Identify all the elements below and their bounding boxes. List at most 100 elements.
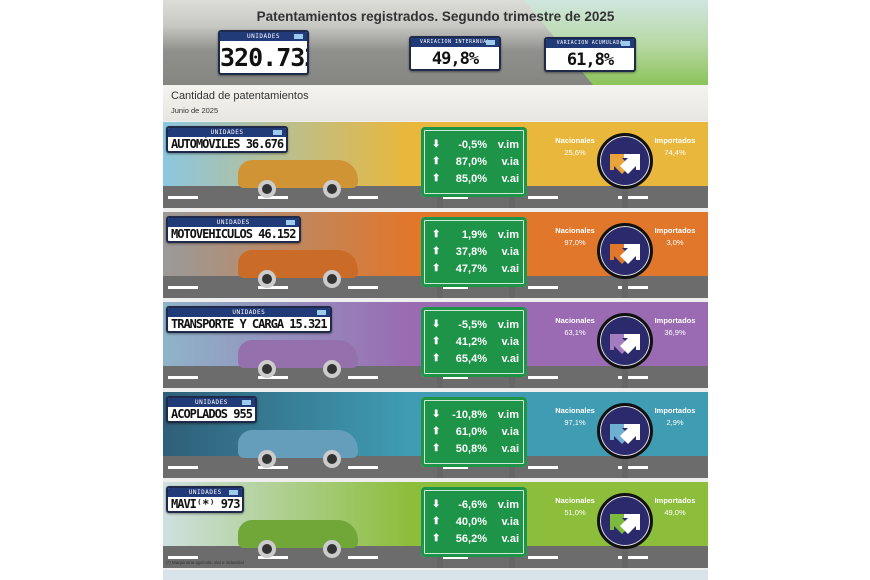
- nacionales-share: Nacionales 63,1%: [555, 316, 595, 337]
- variation-label: v.im: [497, 139, 519, 151]
- sign-post: [437, 372, 443, 388]
- split-arrows-icon: [610, 424, 640, 444]
- sign-post: [437, 462, 443, 478]
- importados-share: Importados 3,0%: [654, 226, 696, 247]
- origin-split-sign: [597, 313, 653, 369]
- variation-vim: ⬇ -0,5% v.im: [421, 139, 527, 155]
- origin-split-sign: [597, 133, 653, 189]
- variation-value: 47,7%: [455, 263, 487, 275]
- road: [163, 366, 708, 388]
- variation-label: v.im: [497, 229, 519, 241]
- variation-vim: ⬇ -6,6% v.im: [421, 499, 527, 515]
- arrow-up-icon: ⬆: [432, 516, 441, 527]
- lane-marking: [618, 376, 648, 379]
- vehicle-illustration: [238, 250, 358, 278]
- origin-split-sign: [597, 493, 653, 549]
- variation-label: v.ai: [501, 443, 519, 455]
- arrow-up-icon: ⬆: [432, 156, 441, 167]
- wheel: [258, 540, 276, 558]
- split-arrows-icon: [610, 154, 640, 174]
- row-acoplados: UNIDADES ACOPLADOS 955 ⬇ -10,8% v.im ⬆ 6…: [163, 392, 708, 478]
- sign-post: [622, 454, 628, 478]
- importados-share: Importados 49,0%: [654, 496, 696, 517]
- lane-marking: [258, 196, 288, 199]
- plate-label: UNIDADES: [220, 32, 307, 41]
- variation-via: ⬆ 61,0% v.ia: [421, 426, 527, 442]
- arrow-up-icon: ⬆: [432, 246, 441, 257]
- category-plate: UNIDADES MAVI⁽*⁾ 973: [166, 486, 245, 513]
- arrow-down-icon: ⬇: [432, 319, 441, 330]
- lane-marking: [618, 556, 648, 559]
- lane-marking: [168, 196, 198, 199]
- wheel: [258, 360, 276, 378]
- nacionales-share: Nacionales 25,6%: [555, 136, 595, 157]
- sign-post: [622, 364, 628, 388]
- lane-marking: [438, 376, 468, 379]
- arrow-up-icon: ⬆: [432, 533, 441, 544]
- variation-value: 41,2%: [455, 336, 487, 348]
- variation-vai: ⬆ 47,7% v.ai: [421, 263, 527, 279]
- variation-label: v.ia: [501, 156, 519, 168]
- vehicle-illustration: [238, 430, 358, 458]
- category-value: TRANSPORTE Y CARGA 15.321: [171, 317, 328, 331]
- variation-vai: ⬆ 65,4% v.ai: [421, 353, 527, 369]
- importados-share: Importados 2,9%: [654, 406, 696, 427]
- vehicle-illustration: [238, 520, 358, 548]
- variation-label: v.ai: [501, 353, 519, 365]
- arrow-up-icon: ⬆: [432, 353, 441, 364]
- category-value: ACOPLADOS 955: [171, 407, 253, 421]
- wheel: [323, 270, 341, 288]
- cumulative-plate: VARIACION ACUMULADA 61,8%: [544, 37, 636, 72]
- sign-post: [622, 544, 628, 568]
- lane-marking: [528, 286, 558, 289]
- category-value: MAVI⁽*⁾ 973: [171, 497, 240, 511]
- sign-post: [437, 282, 443, 298]
- lane-marking: [438, 556, 468, 559]
- lane-marking: [348, 466, 378, 469]
- nacionales-share: Nacionales 51,0%: [555, 496, 595, 517]
- plate-label: UNIDADES: [168, 308, 330, 317]
- lane-marking: [258, 376, 288, 379]
- variation-label: v.im: [497, 319, 519, 331]
- lane-marking: [348, 376, 378, 379]
- section-title: Cantidad de patentamientos: [171, 90, 309, 102]
- wheel: [258, 270, 276, 288]
- sign-post: [509, 372, 515, 388]
- road: [163, 456, 708, 478]
- sign-post: [509, 192, 515, 208]
- header: Patentamientos registrados. Segundo trim…: [163, 0, 708, 85]
- variation-label: v.im: [497, 409, 519, 421]
- total-units-value: 320.732: [220, 43, 309, 72]
- arrow-up-icon: ⬆: [432, 443, 441, 454]
- wheel: [323, 180, 341, 198]
- row-automoviles: UNIDADES AUTOMÓVILES 36.676 ⬇ -0,5% v.im…: [163, 122, 708, 208]
- row-motovehiculos: UNIDADES MOTOVEHICULOS 46.152 ⬆ 1,9% v.i…: [163, 212, 708, 298]
- variation-label: v.ia: [501, 426, 519, 438]
- sign-post: [437, 192, 443, 208]
- plate-label: UNIDADES: [168, 488, 243, 497]
- lane-marking: [618, 196, 648, 199]
- category-plate: UNIDADES TRANSPORTE Y CARGA 15.321: [166, 306, 332, 333]
- lane-marking: [438, 466, 468, 469]
- variation-vim: ⬆ 1,9% v.im: [421, 229, 527, 245]
- variation-label: v.ia: [501, 516, 519, 528]
- lane-marking: [528, 376, 558, 379]
- variation-via: ⬆ 37,8% v.ia: [421, 246, 527, 262]
- variation-label: v.ai: [501, 173, 519, 185]
- category-plate: UNIDADES ACOPLADOS 955: [166, 396, 257, 423]
- variation-via: ⬆ 41,2% v.ia: [421, 336, 527, 352]
- origin-split-sign: [597, 223, 653, 279]
- plate-label: VARIACION ACUMULADA: [546, 39, 634, 48]
- interannual-plate: VARIACION INTERANUAL 49,8%: [409, 36, 501, 71]
- road: [163, 186, 708, 208]
- lane-marking: [258, 286, 288, 289]
- sign-post: [437, 552, 443, 568]
- variation-vim: ⬇ -5,5% v.im: [421, 319, 527, 335]
- subheader: Cantidad de patentamientos Junio de 2025: [163, 85, 708, 121]
- variation-value: 87,0%: [455, 156, 487, 168]
- lane-marking: [528, 196, 558, 199]
- variation-sign: ⬇ -10,8% v.im ⬆ 61,0% v.ia ⬆ 50,8% v.ai: [421, 397, 527, 467]
- split-arrows-icon: [610, 244, 640, 264]
- variation-label: v.ai: [501, 263, 519, 275]
- road: [163, 546, 708, 568]
